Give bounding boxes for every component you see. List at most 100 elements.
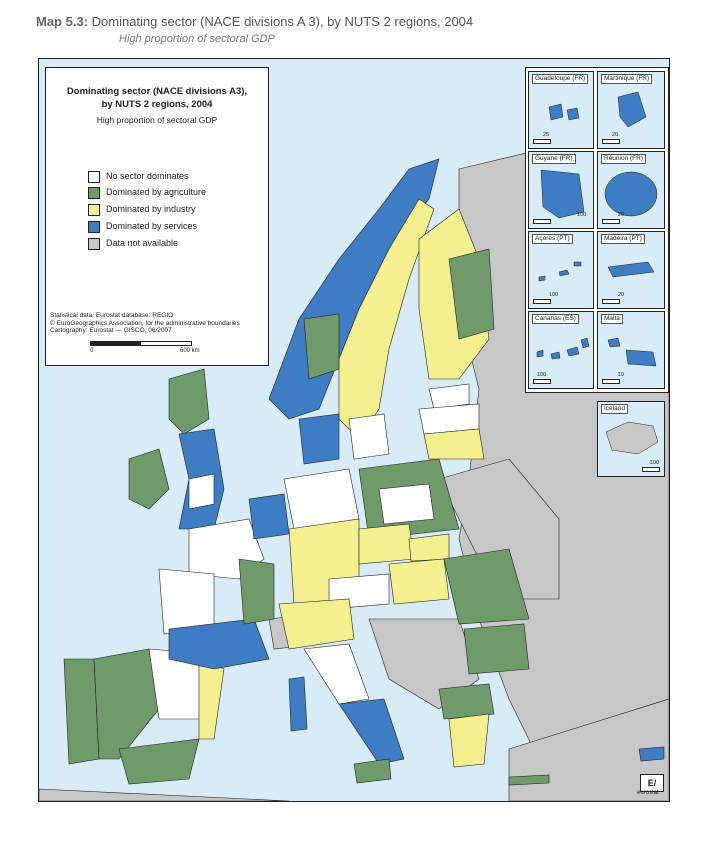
crete: [508, 774, 550, 786]
inset-label: Réunion (FR): [601, 154, 647, 164]
legend-subtitle: High proportion of sectoral GDP: [96, 115, 218, 125]
inset-scale-value: 100: [549, 292, 559, 298]
france-east: [238, 558, 275, 625]
legend-box: Dominating sector (NACE divisions A3), b…: [45, 67, 269, 366]
france-south: [168, 618, 270, 670]
inset-label: Açores (PT): [532, 234, 573, 244]
scale-zero: 0: [90, 348, 94, 354]
inset-label: Guyane (FR): [532, 154, 576, 164]
inset-scalebar: [602, 219, 620, 224]
source-line-2: © EuroGeographics Association, for the a…: [50, 319, 240, 327]
lithuania: [423, 428, 485, 460]
inset-scale-value: 100: [537, 372, 547, 378]
inset-scalebar: [533, 139, 551, 144]
legend-title: Dominating sector (NACE divisions A3), b…: [46, 85, 268, 111]
inset-scale-value: 20: [618, 212, 625, 218]
finland-east: [448, 248, 495, 340]
inset-label: Madeira (PT): [601, 234, 645, 244]
legend-item-services: Dominated by services: [88, 220, 198, 233]
greece-south: [448, 713, 490, 768]
inset-madeira: Madeira (PT) 20: [597, 231, 665, 309]
inset-scalebar: [533, 219, 551, 224]
legend-swatch: [88, 170, 100, 183]
map-header: Map 5.3: Dominating sector (NACE divisio…: [36, 14, 473, 29]
map-subtitle: High proportion of sectoral GDP: [119, 33, 275, 45]
inset-scale-value: 100: [577, 212, 587, 218]
belarus-ukraine: [438, 458, 560, 600]
uk-scotland: [168, 368, 210, 435]
legend-swatch: [88, 237, 100, 250]
portugal: [63, 658, 100, 765]
north-africa: [39, 788, 290, 801]
inset-label: Malta: [601, 314, 623, 324]
denmark: [298, 413, 340, 465]
inset-guadeloupe: Guadeloupe (FR) 25: [528, 71, 594, 149]
legend-title-line1: Dominating sector (NACE divisions A3),: [66, 86, 248, 97]
legend-label: Dominated by services: [106, 221, 198, 231]
inset-guyane: Guyane (FR) 100: [528, 151, 594, 229]
inset-malta: Malta 10: [597, 311, 665, 389]
sardinia: [288, 676, 308, 732]
legend-title-line2: by NUTS 2 regions, 2004: [101, 99, 213, 110]
spain-east: [198, 658, 225, 740]
inset-scalebar: [642, 467, 660, 472]
italy-north: [278, 598, 355, 650]
estonia: [428, 383, 470, 410]
sweden-south: [348, 413, 390, 460]
italy-centre: [303, 643, 370, 705]
greece-north: [438, 683, 495, 720]
eurostat-logo: E/: [640, 774, 664, 792]
inset-scalebar: [602, 139, 620, 144]
poland-centre: [378, 483, 435, 525]
legend-label: Dominated by industry: [106, 204, 196, 214]
source-line-1: Statistical data: Eurostat database: REG…: [50, 312, 174, 319]
inset-label: Guadeloupe (FR): [532, 74, 589, 84]
inset-iceland: Iceland 100: [597, 401, 665, 477]
uk-midlands: [188, 473, 215, 510]
spain-west: [93, 648, 160, 760]
bulgaria: [463, 623, 530, 675]
inset-scale-value: 100: [650, 460, 660, 466]
inset-reunion: Réunion (FR) 20: [597, 151, 665, 229]
legend-swatch: [88, 203, 100, 216]
inset-scalebar: [533, 299, 551, 304]
cyprus: [638, 746, 665, 762]
hungary: [388, 558, 450, 605]
inset-label: Iceland: [601, 404, 628, 414]
inset-scalebar: [533, 379, 551, 384]
slovakia: [408, 533, 450, 562]
map-number: Map 5.3:: [36, 14, 89, 29]
legend-label: Dominated by agriculture: [106, 187, 207, 197]
scale-max: 600 km: [180, 348, 200, 354]
romania: [443, 548, 530, 625]
latvia: [418, 403, 480, 435]
inset-acores: Açores (PT) 100: [528, 231, 594, 309]
inset-scalebar: [602, 299, 620, 304]
inset-martinique: Martinique (FR) 20: [597, 71, 665, 149]
inset-scalebar: [602, 379, 620, 384]
legend-source: Statistical data: Eurostat database: REG…: [50, 312, 240, 335]
inset-scale-value: 20: [618, 292, 625, 298]
sicily: [353, 758, 392, 784]
legend-item-industry: Dominated by industry: [88, 203, 196, 216]
inset-scale-value: 20: [612, 132, 619, 138]
inset-label: Martinique (FR): [601, 74, 653, 84]
source-line-3: Cartography: Eurostat — GISCO, 06/2007: [50, 327, 172, 334]
legend-label: No sector dominates: [106, 171, 189, 181]
italy-south: [338, 698, 405, 765]
inset-scale-value: 10: [618, 372, 625, 378]
legend-item-none: No sector dominates: [88, 170, 189, 183]
norway-inland: [303, 313, 340, 380]
map-title: Dominating sector (NACE divisions A 3), …: [91, 14, 474, 29]
inset-canarias: Canarias (ES) 100: [528, 311, 594, 389]
eurostat-logo-text: eurostat: [637, 790, 659, 796]
legend-swatch: [88, 220, 100, 233]
legend-label: Data not available: [106, 238, 179, 248]
spain-south: [118, 738, 200, 785]
benelux: [248, 493, 290, 540]
inset-label: Canarias (ES): [532, 314, 579, 324]
legend-scalebar: [90, 341, 192, 346]
germany-north: [283, 468, 360, 530]
ireland: [128, 448, 170, 510]
legend-item-na: Data not available: [88, 237, 179, 250]
